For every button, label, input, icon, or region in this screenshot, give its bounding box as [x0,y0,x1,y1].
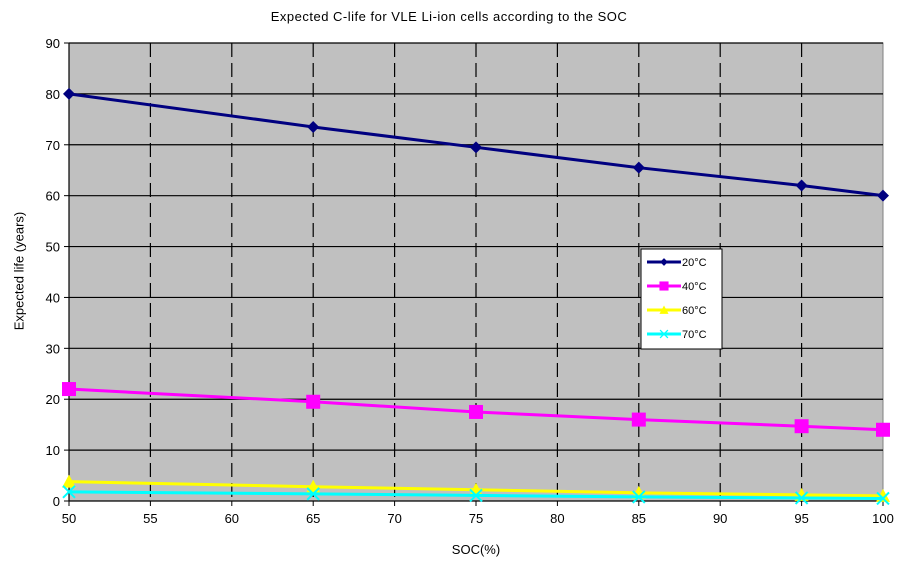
data-point [306,487,320,501]
x-tick-label: 50 [62,511,76,526]
y-tick-label: 40 [46,290,60,305]
legend-item: 70°C [647,329,707,341]
legend-item: 20°C [647,257,707,269]
x-axis-label: SOC(%) [451,542,501,557]
y-tick-label: 70 [46,138,60,153]
data-point [307,120,320,133]
x-tick-label: 70 [387,511,401,526]
x-tick-label: 100 [872,511,894,526]
data-point [631,412,646,427]
data-point [632,490,646,504]
marker-shape [306,394,321,409]
legend-label: 40°C [682,281,707,293]
legend: 20°C 40°C 60°C 70°C [640,248,723,350]
marker-shape [632,161,645,174]
legend-item: 40°C [647,281,707,293]
y-tick-label: 0 [53,494,60,509]
y-tick-label: 30 [46,341,60,356]
data-point [63,87,75,100]
data-point [470,141,482,154]
data-point [469,488,483,503]
legend-marker [659,305,669,314]
legend-box [640,248,723,350]
data-point [795,179,808,192]
series-line-4 [68,490,884,500]
marker-shape [876,491,890,506]
legend-label: 60°C [682,305,707,317]
marker-shape [794,419,809,434]
data-point [794,491,809,505]
series-line-1 [68,92,884,198]
legend-marker [659,281,669,291]
marker-shape [631,412,646,427]
marker-shape [469,488,483,503]
data-point [62,382,76,397]
marker-shape [470,141,482,154]
marker-shape [62,474,76,488]
marker-shape [659,281,669,291]
legend-label: 70°C [682,329,707,341]
data-point [469,404,483,419]
marker-shape [62,485,76,499]
marker-shape [876,422,890,437]
marker-shape [795,179,808,192]
data-point [62,474,76,488]
marker-shape [659,329,669,339]
x-tick-label: 80 [550,511,564,526]
y-axis-label: Expected life (years) [11,211,27,331]
y-tick-label: 90 [46,36,60,51]
data-point [306,394,321,409]
x-tick-label: 85 [632,511,646,526]
legend-item: 60°C [647,305,707,317]
data-point [876,422,890,437]
marker-shape [659,305,669,314]
x-tick-label: 75 [469,511,483,526]
x-tick-label: 65 [306,511,320,526]
legend-marker [659,329,669,339]
x-tick-label: 60 [225,511,239,526]
marker-shape [307,120,320,133]
marker-shape [632,490,646,504]
x-tick-label: 55 [143,511,157,526]
x-tick-label: 90 [713,511,727,526]
series-line-3 [68,480,884,498]
data-point [632,161,645,174]
chart-title: Expected C-life for VLE Li-ion cells acc… [270,9,628,24]
y-tick-label: 10 [46,443,60,458]
x-tick-label: 95 [794,511,808,526]
marker-shape [877,189,889,202]
y-tick-label: 60 [46,189,60,204]
y-tick-label: 20 [46,392,60,407]
marker-shape [62,382,76,397]
data-point [62,485,76,499]
y-tick-label: 80 [46,87,60,102]
marker-shape [63,87,75,100]
marker-shape [794,491,809,505]
data-point [877,189,889,202]
marker-shape [469,404,483,419]
data-point [794,419,809,434]
series-line-2 [68,387,884,432]
data-point [876,491,890,506]
legend-label: 20°C [682,257,707,269]
marker-shape [306,487,320,501]
y-tick-label: 50 [46,240,60,255]
